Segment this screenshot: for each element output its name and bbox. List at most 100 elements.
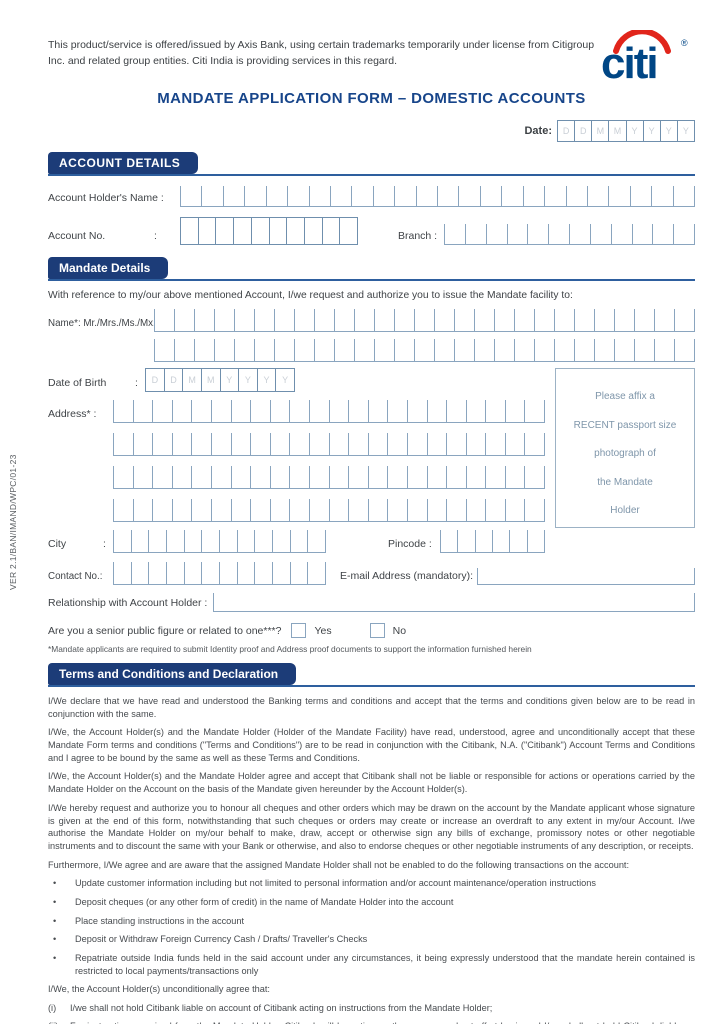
- char-cell[interactable]: [132, 400, 153, 422]
- char-cell[interactable]: [152, 466, 172, 488]
- char-cell[interactable]: [514, 309, 534, 331]
- char-cell[interactable]: [504, 433, 525, 455]
- char-cell[interactable]: [554, 339, 574, 361]
- date-char-cell[interactable]: D: [151, 375, 159, 385]
- char-cell[interactable]: [374, 309, 394, 331]
- char-cell[interactable]: [494, 309, 514, 331]
- char-cell[interactable]: [387, 433, 407, 455]
- char-cell[interactable]: [485, 224, 507, 244]
- char-cell[interactable]: [457, 530, 474, 552]
- char-cell[interactable]: [286, 218, 304, 244]
- char-cell[interactable]: [194, 309, 214, 331]
- char-cell[interactable]: [444, 224, 465, 244]
- char-cell[interactable]: [367, 400, 388, 422]
- char-cell[interactable]: [548, 224, 569, 244]
- char-cell[interactable]: [465, 466, 486, 488]
- char-cell[interactable]: [314, 339, 334, 361]
- char-cell[interactable]: [587, 186, 608, 206]
- char-cell[interactable]: [485, 433, 505, 455]
- date-char-cell[interactable]: D: [574, 121, 591, 141]
- char-cell[interactable]: [321, 218, 340, 244]
- char-cell[interactable]: [191, 433, 211, 455]
- date-char-cell[interactable]: M: [182, 369, 201, 391]
- char-cell[interactable]: [610, 224, 632, 244]
- char-cell[interactable]: [132, 466, 153, 488]
- char-cell[interactable]: [524, 433, 544, 455]
- char-cell[interactable]: [348, 400, 368, 422]
- char-cell[interactable]: [171, 466, 192, 488]
- char-cell[interactable]: [674, 309, 694, 331]
- address-field-line2[interactable]: [113, 433, 545, 456]
- char-cell[interactable]: [354, 339, 374, 361]
- char-cell[interactable]: [394, 186, 415, 206]
- char-cell[interactable]: [367, 433, 388, 455]
- char-cell[interactable]: [534, 339, 554, 361]
- char-cell[interactable]: [674, 339, 694, 361]
- char-cell[interactable]: [406, 466, 427, 488]
- char-cell[interactable]: [265, 186, 287, 206]
- char-cell[interactable]: [166, 530, 184, 552]
- date-char-cell[interactable]: Y: [256, 369, 276, 391]
- char-cell[interactable]: [328, 466, 349, 488]
- char-cell[interactable]: [629, 186, 651, 206]
- char-cell[interactable]: [652, 224, 673, 244]
- char-cell[interactable]: [654, 309, 674, 331]
- char-cell[interactable]: [154, 309, 174, 331]
- char-cell[interactable]: [504, 400, 525, 422]
- date-char-cell[interactable]: Y: [625, 121, 643, 141]
- date-char-cell[interactable]: Y: [238, 369, 257, 391]
- char-cell[interactable]: [154, 339, 174, 361]
- char-cell[interactable]: [614, 339, 634, 361]
- char-cell[interactable]: [501, 186, 522, 206]
- char-cell[interactable]: [308, 499, 329, 521]
- senior-yes-checkbox[interactable]: [291, 623, 307, 638]
- char-cell[interactable]: [234, 309, 254, 331]
- date-char-cell[interactable]: Y: [659, 121, 677, 141]
- mandate-name-field-line2[interactable]: [154, 339, 695, 362]
- char-cell[interactable]: [113, 499, 133, 521]
- char-cell[interactable]: [464, 224, 486, 244]
- char-cell[interactable]: [367, 499, 388, 521]
- char-cell[interactable]: [113, 400, 133, 422]
- char-cell[interactable]: [233, 218, 251, 244]
- char-cell[interactable]: [234, 339, 254, 361]
- date-char-cell[interactable]: M: [608, 121, 625, 141]
- char-cell[interactable]: [506, 224, 528, 244]
- char-cell[interactable]: [250, 400, 270, 422]
- char-cell[interactable]: [219, 562, 237, 584]
- char-cell[interactable]: [191, 466, 211, 488]
- mandate-name-field-line1[interactable]: [154, 309, 695, 332]
- email-field[interactable]: [477, 568, 695, 585]
- char-cell[interactable]: [274, 309, 294, 331]
- char-cell[interactable]: [534, 309, 554, 331]
- char-cell[interactable]: [334, 339, 354, 361]
- branch-field[interactable]: [444, 224, 695, 245]
- char-cell[interactable]: [504, 499, 525, 521]
- char-cell[interactable]: [269, 499, 290, 521]
- char-cell[interactable]: [152, 433, 172, 455]
- char-cell[interactable]: [524, 466, 544, 488]
- char-cell[interactable]: [524, 499, 544, 521]
- char-cell[interactable]: [230, 400, 251, 422]
- address-field-line3[interactable]: [113, 466, 545, 489]
- char-cell[interactable]: [174, 339, 194, 361]
- char-cell[interactable]: [673, 224, 694, 244]
- char-cell[interactable]: [426, 499, 447, 521]
- char-cell[interactable]: [250, 433, 270, 455]
- date-char-cell[interactable]: Y: [275, 369, 294, 391]
- char-cell[interactable]: [446, 466, 466, 488]
- char-cell[interactable]: [569, 224, 590, 244]
- char-cell[interactable]: [113, 562, 131, 584]
- char-cell[interactable]: [113, 530, 131, 552]
- char-cell[interactable]: [289, 433, 309, 455]
- char-cell[interactable]: [454, 309, 474, 331]
- char-cell[interactable]: [387, 400, 407, 422]
- address-field-line4[interactable]: [113, 499, 545, 522]
- char-cell[interactable]: [287, 186, 308, 206]
- char-cell[interactable]: [406, 499, 427, 521]
- char-cell[interactable]: [387, 466, 407, 488]
- char-cell[interactable]: [328, 400, 349, 422]
- char-cell[interactable]: [314, 309, 334, 331]
